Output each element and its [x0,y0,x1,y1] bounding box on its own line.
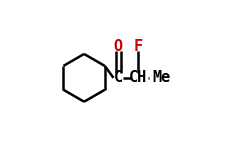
Text: O: O [114,38,123,54]
Text: Me: Me [152,70,170,85]
Text: C: C [114,70,123,85]
Text: CH: CH [129,70,147,85]
Text: F: F [134,38,143,54]
